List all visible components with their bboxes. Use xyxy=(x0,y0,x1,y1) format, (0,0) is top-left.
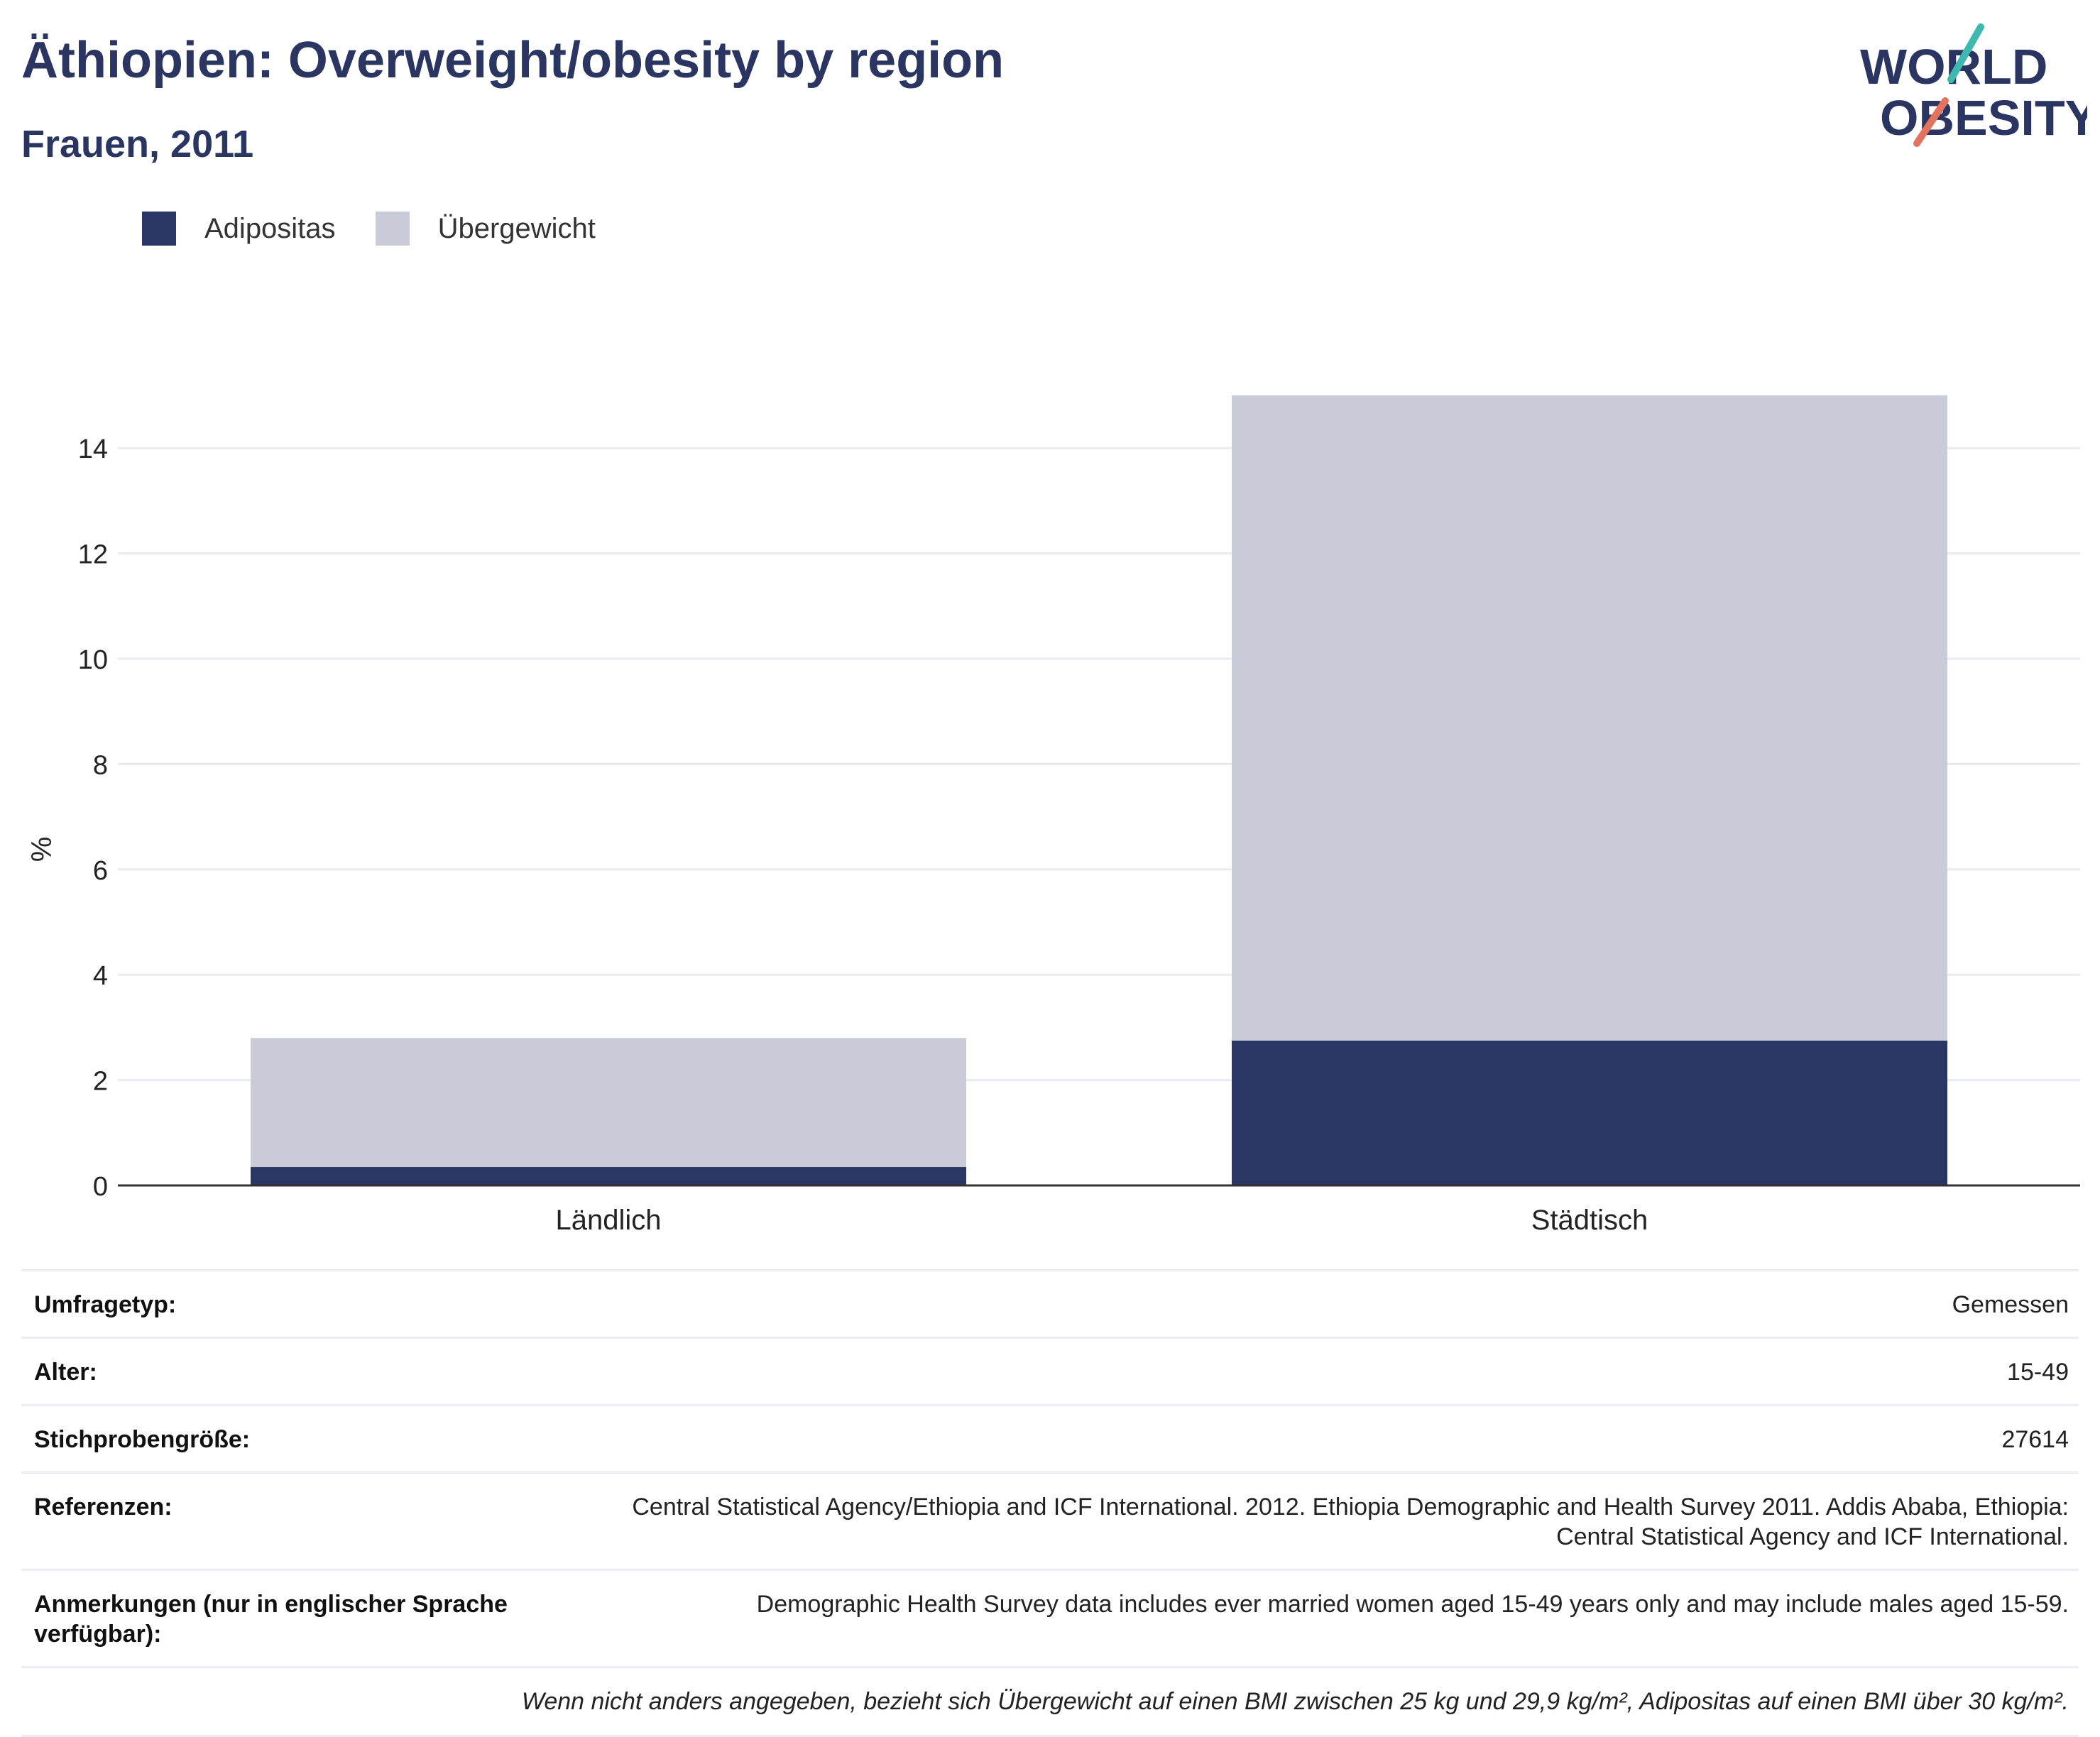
info-key-age: Alter: xyxy=(34,1359,97,1386)
bars xyxy=(251,395,1947,1185)
y-tick-label: 10 xyxy=(78,645,108,675)
world-obesity-logo: WORLD OBESITY xyxy=(1860,23,2087,147)
y-tick-label: 14 xyxy=(78,434,108,464)
legend-swatch-uebergewicht xyxy=(375,212,410,246)
y-axis-label: % xyxy=(26,837,58,862)
info-key-references: Referenzen: xyxy=(34,1494,173,1520)
info-row-notes: Anmerkungen (nur in englischer Sprache v… xyxy=(21,1569,2079,1666)
legend-label-adipositas: Adipositas xyxy=(204,212,336,244)
info-value-references: Central Statistical Agency/Ethiopia and … xyxy=(632,1494,2069,1550)
x-tick-label: Ländlich xyxy=(555,1205,661,1236)
info-value-notes: Demographic Health Survey data includes … xyxy=(756,1591,2069,1618)
bmi-footnote: Wenn nicht anders angegeben, bezieht sic… xyxy=(21,1666,2079,1737)
legend-item-uebergewicht[interactable]: Übergewicht xyxy=(375,212,596,246)
bar-chart: 0 2 4 6 8 10 12 14 Ländlich Städtisch % xyxy=(26,395,2080,1236)
info-key-notes: Anmerkungen (nur in englischer Sprache v… xyxy=(34,1591,508,1648)
axes: 0 2 4 6 8 10 12 14 Ländlich Städtisch xyxy=(78,434,2080,1236)
chart-subtitle: Frauen, 2011 xyxy=(21,123,254,165)
y-tick-label: 0 xyxy=(93,1172,108,1202)
logo-slash-teal xyxy=(1947,23,1984,83)
logo-text-world: WORLD xyxy=(1860,39,2047,94)
info-table: Umfragetyp: Gemessen Alter: 15-49 Stichp… xyxy=(21,1269,2079,1737)
info-value-survey-type: Gemessen xyxy=(1952,1291,2069,1318)
bar-uebergewicht-1 xyxy=(1232,395,1947,1041)
chart-legend: Adipositas Übergewicht xyxy=(142,212,635,246)
info-value-age: 15-49 xyxy=(2007,1359,2069,1386)
info-row-references: Referenzen: Central Statistical Agency/E… xyxy=(21,1472,2079,1569)
logo-text-obesity: OBESITY xyxy=(1880,90,2087,146)
bar-adipositas-0 xyxy=(251,1167,966,1185)
legend-item-adipositas[interactable]: Adipositas xyxy=(142,212,336,246)
info-row-survey-type: Umfragetyp: Gemessen xyxy=(21,1269,2079,1337)
legend-label-uebergewicht: Übergewicht xyxy=(437,212,596,244)
logo-slash-coral xyxy=(1913,97,1949,147)
info-value-sample-size: 27614 xyxy=(2001,1426,2069,1453)
bar-uebergewicht-0 xyxy=(251,1038,966,1168)
y-tick-label: 8 xyxy=(93,750,108,780)
bar-adipositas-1 xyxy=(1232,1040,1947,1185)
y-tick-label: 12 xyxy=(78,540,108,570)
info-row-sample-size: Stichprobengröße: 27614 xyxy=(21,1404,2079,1472)
info-key-sample-size: Stichprobengröße: xyxy=(34,1426,251,1453)
y-tick-label: 2 xyxy=(93,1067,108,1097)
x-tick-label: Städtisch xyxy=(1531,1205,1648,1236)
legend-swatch-adipositas xyxy=(142,212,176,246)
chart-title: Äthiopien: Overweight/obesity by region xyxy=(21,32,1005,89)
y-tick-label: 4 xyxy=(93,961,108,991)
info-row-age: Alter: 15-49 xyxy=(21,1337,2079,1404)
y-tick-label: 6 xyxy=(93,856,108,886)
info-key-survey-type: Umfragetyp: xyxy=(34,1291,177,1318)
